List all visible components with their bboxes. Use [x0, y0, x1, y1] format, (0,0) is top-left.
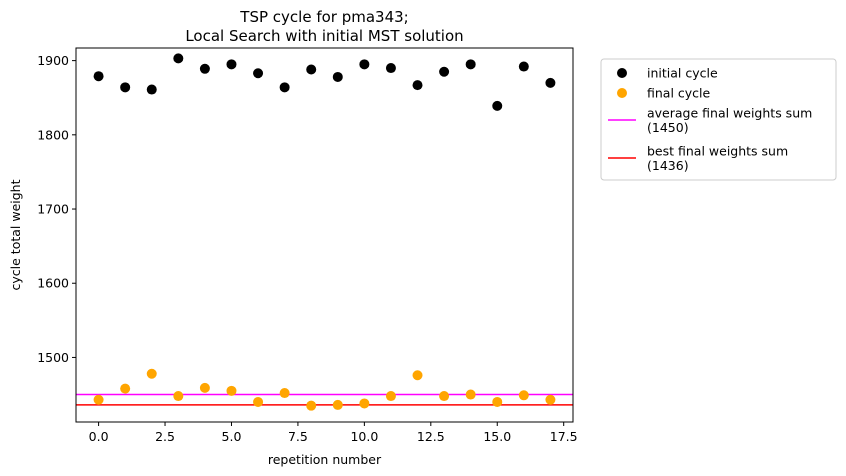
data-point — [279, 388, 290, 399]
x-tick-label: 10.0 — [350, 429, 378, 444]
data-point — [173, 391, 184, 402]
chart-title-line: Local Search with initial MST solution — [185, 27, 463, 45]
data-point — [279, 82, 290, 93]
data-point — [359, 398, 370, 409]
legend-label: initial cycle — [647, 66, 718, 81]
y-tick-label: 1600 — [37, 276, 69, 291]
data-point — [465, 59, 476, 70]
data-point — [518, 390, 529, 401]
data-point — [253, 68, 264, 79]
data-point — [332, 71, 343, 82]
legend: initial cycle final cycle average final we… — [600, 58, 837, 181]
data-point — [226, 59, 237, 70]
data-point — [385, 63, 396, 74]
plot-area-frame — [75, 47, 574, 423]
legend-marker — [617, 88, 627, 98]
data-point — [545, 77, 556, 88]
data-point — [120, 82, 131, 93]
chart-title: TSP cycle for pma343;Local Search with i… — [185, 8, 463, 45]
x-tick-label: 12.5 — [417, 429, 445, 444]
data-point — [439, 66, 450, 77]
y-tick-label: 1900 — [37, 53, 69, 68]
data-point — [93, 394, 104, 405]
y-tick-label: 1700 — [37, 202, 69, 217]
data-point — [120, 383, 131, 394]
x-tick-label: 0.0 — [89, 429, 109, 444]
x-tick-label: 17.5 — [550, 429, 578, 444]
data-point — [492, 396, 503, 407]
data-point — [306, 64, 317, 75]
x-tick-label: 2.5 — [155, 429, 175, 444]
data-point — [385, 391, 396, 402]
data-point — [93, 71, 104, 82]
data-layer — [76, 53, 573, 411]
data-point — [332, 399, 343, 410]
x-tick-label: 7.5 — [288, 429, 308, 444]
chart-title-line: TSP cycle for pma343; — [239, 8, 408, 26]
data-point — [359, 59, 370, 70]
data-point — [199, 382, 210, 393]
x-axis-label: repetition number — [268, 452, 382, 467]
y-tick-label: 1500 — [37, 350, 69, 365]
data-point — [412, 370, 423, 381]
x-axis: 0.0 2.5 5.0 7.5 10.0 12.5 15.0 17.5 — [89, 422, 578, 444]
data-point — [146, 84, 157, 95]
data-point — [465, 389, 476, 400]
data-point — [492, 100, 503, 111]
y-axis: 1500 1600 1700 1800 1900 — [37, 53, 76, 365]
data-point — [253, 396, 264, 407]
data-point — [199, 63, 210, 74]
x-tick-label: 15.0 — [483, 429, 511, 444]
data-point — [226, 385, 237, 396]
data-point — [545, 394, 556, 405]
data-point — [306, 400, 317, 411]
y-tick-label: 1800 — [37, 127, 69, 142]
data-point — [518, 61, 529, 72]
legend-label: average final weights sum (1450) — [647, 106, 812, 136]
legend-label: final cycle — [647, 86, 711, 101]
legend-frame — [600, 58, 837, 181]
y-axis-label: cycle total weight — [8, 179, 23, 290]
data-point — [173, 53, 184, 64]
legend-marker — [617, 68, 627, 78]
data-point — [412, 80, 423, 91]
data-point — [146, 368, 157, 379]
x-tick-label: 5.0 — [222, 429, 242, 444]
legend-label: best final weights sum (1436) — [647, 144, 788, 174]
data-point — [439, 391, 450, 402]
